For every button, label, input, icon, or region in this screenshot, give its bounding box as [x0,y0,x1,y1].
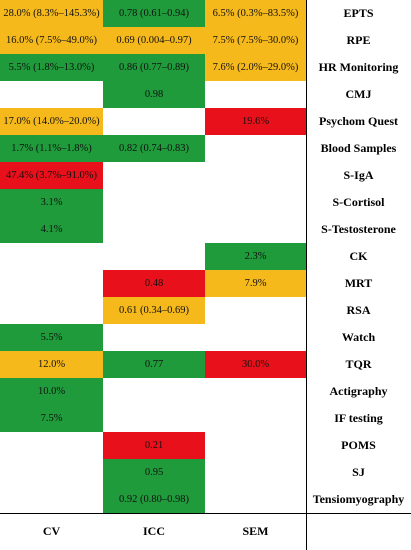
cell: 12.0% [0,351,103,378]
row-label: S-Cortisol [332,195,385,209]
cell: 0.78 (0.61–0.94) [103,0,205,27]
cell: 0.21 [103,432,205,459]
cell: 6.5% (0.3%–83.5%) [205,0,306,27]
row-label: Watch [341,330,376,344]
cell: 7.5% (7.5%–30.0%) [205,27,306,54]
column-header: CV [42,524,61,538]
column-header: SEM [242,524,269,538]
cell: 0.82 (0.74–0.83) [103,135,205,162]
cell: 7.6% (2.0%–29.0%) [205,54,306,81]
cell: 0.69 (0.004–0.97) [103,27,205,54]
cell: 5.5% (1.8%–13.0%) [0,54,103,81]
cell: 0.77 [103,351,205,378]
cell: 28.0% (8.3%–145.3%) [0,0,103,27]
column-header: ICC [142,524,165,538]
cell: 0.98 [103,81,205,108]
cell: 0.86 (0.77–0.89) [103,54,205,81]
row-label: S-IgA [343,168,374,182]
row-label: POMS [341,438,376,452]
divider [306,0,307,550]
row-label: SJ [352,465,365,479]
cell: 10.0% [0,378,103,405]
cell: 7.9% [205,270,306,297]
cell: 30.0% [205,351,306,378]
cell: 3.1% [0,189,103,216]
row-label: EPTS [343,6,374,20]
row-label: RSA [346,303,371,317]
row-label: CK [349,249,368,263]
cell: 2.3% [205,243,306,270]
cell: 16.0% (7.5%–49.0%) [0,27,103,54]
row-label: CMJ [345,87,372,101]
row-label: HR Monitoring [318,60,399,74]
row-label: IF testing [334,411,383,425]
cell: 19.6% [205,108,306,135]
row-label: Actigraphy [329,384,388,398]
row-label: Tensiomyography [312,492,405,506]
divider [0,513,411,514]
cell: 5.5% [0,324,103,351]
cell: 0.92 (0.80–0.98) [103,486,205,513]
cell: 47.4% (3.7%–91.0%) [0,162,103,189]
cell: 0.61 (0.34–0.69) [103,297,205,324]
row-label: RPE [346,33,371,47]
cell: 0.48 [103,270,205,297]
row-label: TQR [345,357,372,371]
cell: 4.1% [0,216,103,243]
row-label: S-Testosterone [321,222,396,236]
row-label: MRT [344,276,373,290]
cell: 0.95 [103,459,205,486]
row-label: Blood Samples [320,141,397,155]
row-label: Psychom Quest [319,114,398,128]
cell: 1.7% (1.1%–1.8%) [0,135,103,162]
cell: 17.0% (14.0%–20.0%) [0,108,103,135]
cell: 7.5% [0,405,103,432]
